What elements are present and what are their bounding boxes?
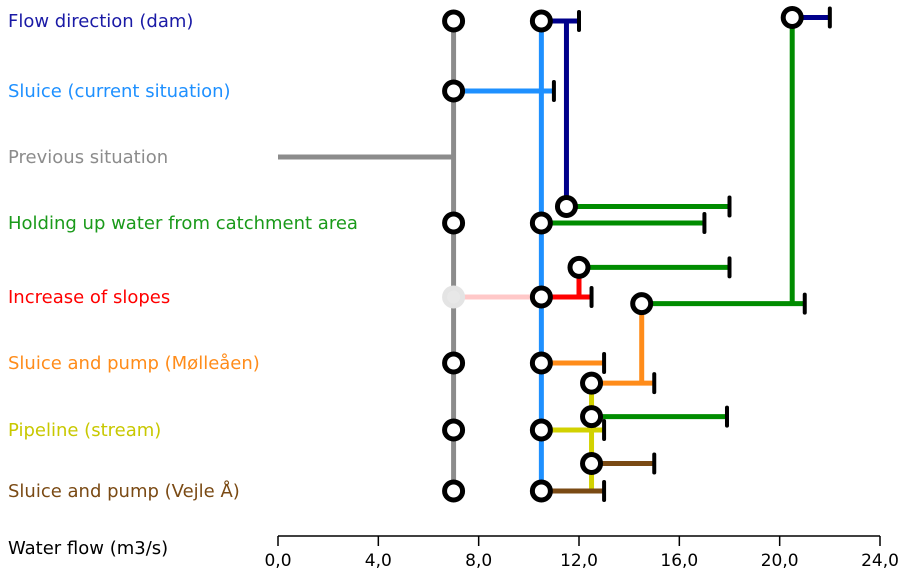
chart-circles <box>442 6 804 503</box>
x-tick-label: 24,0 <box>861 551 899 571</box>
row-label: Sluice and pump (Vejle Å) <box>8 480 240 502</box>
row-label: Holding up water from catchment area <box>8 213 358 234</box>
x-tick-label: 8,0 <box>465 551 492 571</box>
node-circle <box>442 351 466 375</box>
node-circle <box>580 371 604 395</box>
node-circle <box>630 292 654 316</box>
node-circle <box>442 418 466 442</box>
node-circle <box>529 211 553 235</box>
x-tick-label: 16,0 <box>660 551 698 571</box>
node-circle <box>442 211 466 235</box>
node-circle <box>580 452 604 476</box>
x-tick-label: 4,0 <box>365 551 392 571</box>
row-label: Previous situation <box>8 147 168 168</box>
node-circle <box>529 479 553 503</box>
x-axis-title: Water flow (m3/s) <box>8 538 168 559</box>
node-circle <box>442 79 466 103</box>
node-circle <box>442 479 466 503</box>
node-circle <box>529 351 553 375</box>
node-circle <box>529 9 553 33</box>
row-label: Sluice and pump (Mølleåen) <box>8 353 260 374</box>
row-label: Pipeline (stream) <box>8 420 161 441</box>
node-circle <box>442 285 466 309</box>
row-labels: Flow direction (dam) Sluice (current situ… <box>8 11 358 502</box>
x-tick-label: 12,0 <box>560 551 598 571</box>
x-axis: 0,0 4,0 8,0 12,0 16,0 20,0 24,0 <box>264 535 899 571</box>
node-circle <box>780 6 804 29</box>
node-circle <box>529 418 553 442</box>
row-label: Flow direction (dam) <box>8 11 193 32</box>
node-circle <box>580 405 604 429</box>
node-circle <box>442 9 466 33</box>
row-label: Sluice (current situation) <box>8 81 231 102</box>
x-tick-label: 20,0 <box>761 551 799 571</box>
x-tick-label: 0,0 <box>264 551 291 571</box>
node-circle <box>567 255 591 279</box>
chart-segments <box>278 6 832 502</box>
node-circle <box>554 195 578 218</box>
row-label: Increase of slopes <box>8 287 170 308</box>
node-circle <box>529 285 553 309</box>
